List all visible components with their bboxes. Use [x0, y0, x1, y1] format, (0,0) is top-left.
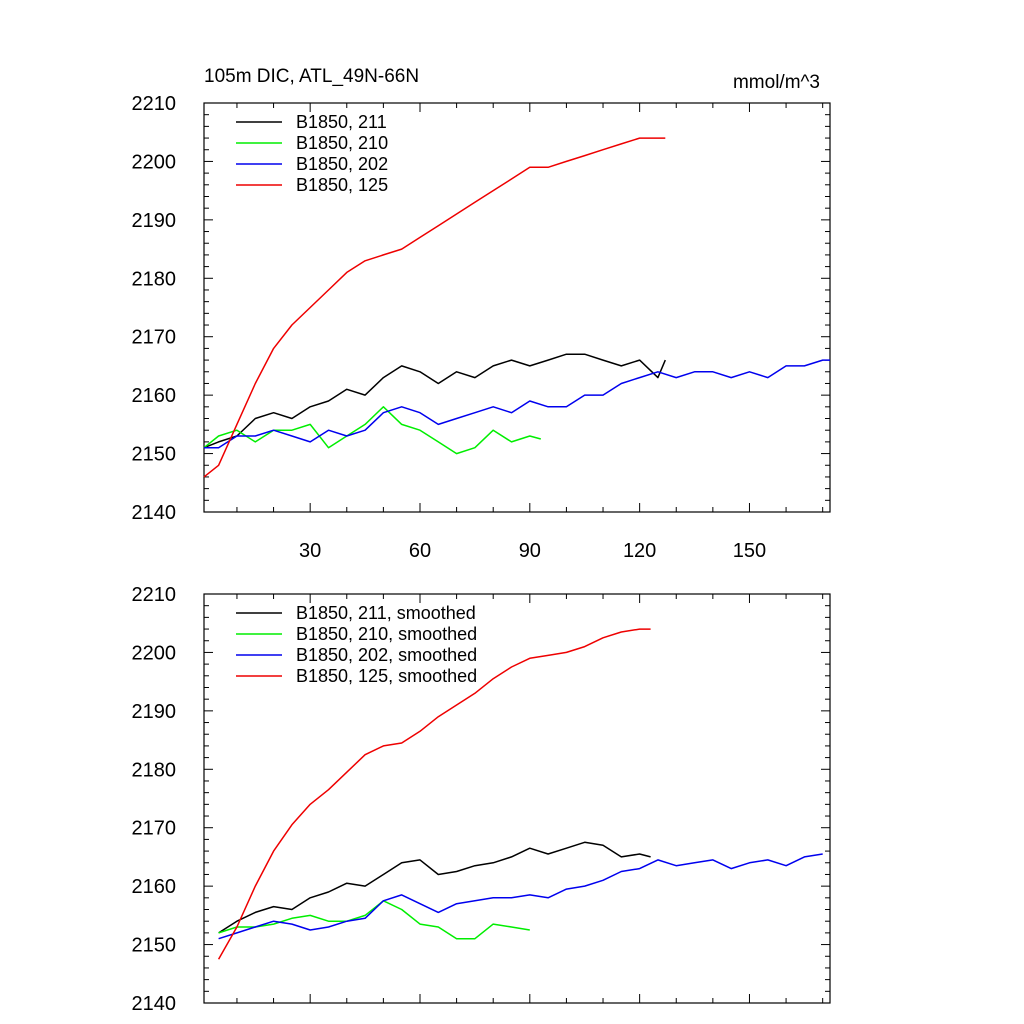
y-tick-label: 2140 [132, 993, 177, 1015]
y-tick-label: 2160 [132, 876, 177, 898]
bottom-panel: 2140 2150 2160 2170 2180 2190 2200 2210 B1850, 2… [132, 584, 831, 1015]
y-tick-label: 2190 [132, 701, 177, 723]
y-tick-label: 2140 [132, 502, 177, 524]
y-tick-label: 2200 [132, 151, 177, 173]
y-tick-label: 2190 [132, 210, 177, 232]
y-tick-label: 2170 [132, 818, 177, 840]
axes-frame [203, 593, 831, 1004]
x-tick-label: 150 [733, 540, 766, 562]
y-tick-label: 2210 [132, 584, 177, 606]
legend-label: B1850, 210 [296, 133, 388, 153]
legend-label: B1850, 202 [296, 154, 388, 174]
plot-area-bottom: 2140 2150 2160 2170 2180 2190 2200 2210 B1850, 2… [132, 584, 831, 1015]
series-line-0 [218, 841, 651, 934]
plot-area-top: 2140 2150 2160 2170 2180 2190 2200 2210 30 60 90 12… [132, 93, 831, 562]
series-line-1 [218, 900, 530, 940]
series-line-2 [218, 853, 823, 940]
series-line-2 [204, 359, 830, 449]
y-tick-label: 2160 [132, 385, 177, 407]
legend-label: B1850, 125 [296, 175, 388, 195]
series-line-3 [217, 628, 651, 960]
series-line-0 [203, 353, 666, 449]
series-line-1 [203, 406, 541, 455]
y-tick-label: 2210 [132, 93, 177, 115]
chart-title: 105m DIC, ATL_49N-66N [204, 66, 419, 87]
legend-label: B1850, 125, smoothed [296, 666, 477, 686]
series-line-3 [203, 137, 666, 478]
y-tick-label: 2180 [132, 759, 177, 781]
legend-label: B1850, 210, smoothed [296, 624, 477, 644]
x-tick-label: 60 [409, 540, 431, 562]
legend-label: B1850, 202, smoothed [296, 645, 477, 665]
legend-label: B1850, 211 [296, 112, 387, 132]
units-label: mmol/m^3 [733, 72, 820, 93]
x-tick-label: 120 [623, 540, 656, 562]
axes-frame [203, 102, 831, 513]
y-tick-label: 2200 [132, 642, 177, 664]
x-tick-label: 90 [519, 540, 541, 562]
y-tick-label: 2150 [132, 935, 177, 957]
y-tick-label: 2170 [132, 327, 177, 349]
y-tick-label: 2180 [132, 268, 177, 290]
y-tick-label: 2150 [132, 444, 177, 466]
top-panel: 105m DIC, ATL_49N-66N mmol/m^3 214021502… [132, 66, 831, 562]
x-tick-label: 30 [299, 540, 321, 562]
legend-label: B1850, 211, smoothed [296, 603, 476, 623]
